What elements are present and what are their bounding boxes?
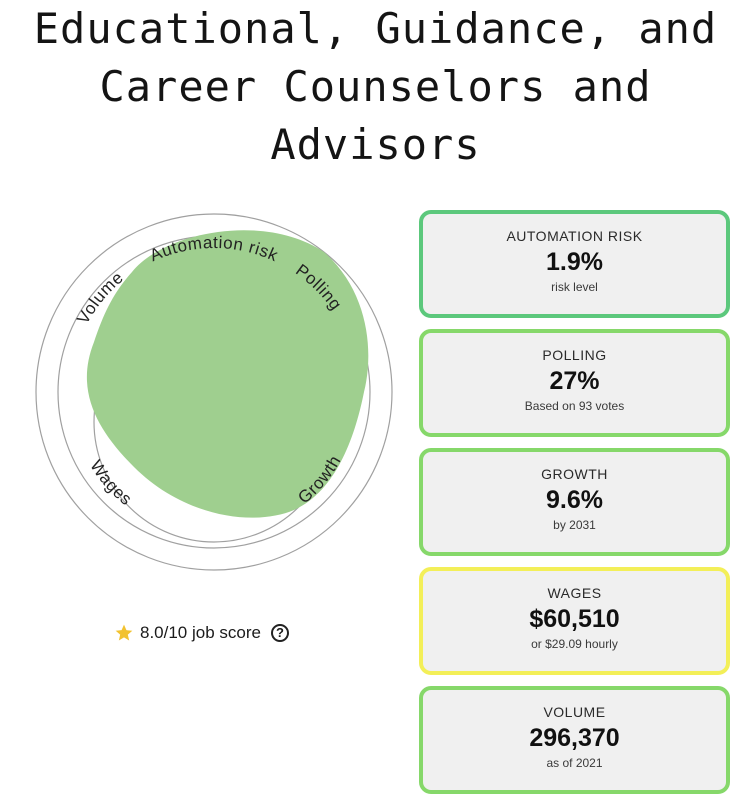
card-volume: VOLUME 296,370 as of 2021 [419, 686, 730, 794]
card-value: $60,510 [423, 602, 726, 636]
card-wages: WAGES $60,510 or $29.09 hourly [419, 567, 730, 675]
title-line-1: Educational, Guidance, and [0, 0, 751, 58]
title-line-3: Advisors [0, 116, 751, 174]
card-label: WAGES [423, 584, 726, 602]
star-icon [114, 623, 134, 643]
card-label: VOLUME [423, 703, 726, 721]
card-label: POLLING [423, 346, 726, 364]
card-value: 9.6% [423, 483, 726, 517]
job-score: 8.0/10 job score ? [114, 620, 289, 646]
card-value: 296,370 [423, 721, 726, 755]
card-value: 27% [423, 364, 726, 398]
card-value: 1.9% [423, 245, 726, 279]
title-line-2: Career Counselors and [0, 58, 751, 116]
radar-chart: Automation risk Polling Growth Wages Vol… [14, 192, 414, 592]
card-subtext: risk level [423, 279, 726, 295]
page-title: Educational, Guidance, and Career Counse… [0, 0, 751, 174]
card-growth: GROWTH 9.6% by 2031 [419, 448, 730, 556]
card-automation-risk: AUTOMATION RISK 1.9% risk level [419, 210, 730, 318]
card-subtext: by 2031 [423, 517, 726, 533]
radar-label-wages: Wages [86, 457, 135, 510]
stat-cards: AUTOMATION RISK 1.9% risk level POLLING … [419, 210, 730, 805]
card-label: AUTOMATION RISK [423, 227, 726, 245]
card-polling: POLLING 27% Based on 93 votes [419, 329, 730, 437]
card-subtext: or $29.09 hourly [423, 636, 726, 652]
radar-svg: Automation risk Polling Growth Wages Vol… [14, 192, 414, 592]
question-circle-icon[interactable]: ? [271, 624, 289, 642]
card-subtext: Based on 93 votes [423, 398, 726, 414]
card-subtext: as of 2021 [423, 755, 726, 771]
card-label: GROWTH [423, 465, 726, 483]
job-score-text: 8.0/10 job score [140, 623, 261, 643]
